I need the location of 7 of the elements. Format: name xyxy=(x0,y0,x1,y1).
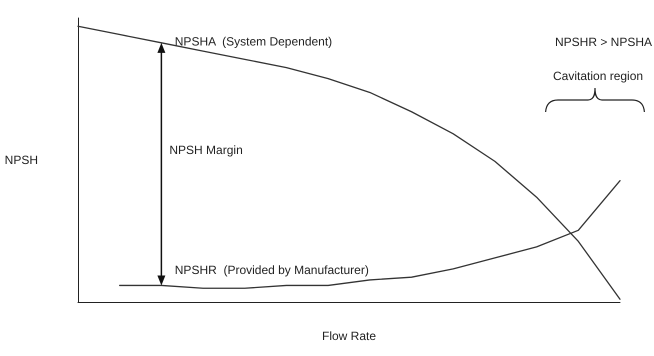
series-label: NPSHA (System Dependent) xyxy=(174,34,332,48)
annotation: NPSHR > NPSHA xyxy=(555,35,652,49)
series-label: NPSHR (Provided by Manufacturer) xyxy=(174,263,369,278)
annotation: NPSH Margin xyxy=(169,143,243,158)
y-axis-title: NPSH xyxy=(4,153,38,167)
annotation: Cavitation region xyxy=(553,69,644,83)
x-axis-title: Flow Rate xyxy=(322,329,376,343)
